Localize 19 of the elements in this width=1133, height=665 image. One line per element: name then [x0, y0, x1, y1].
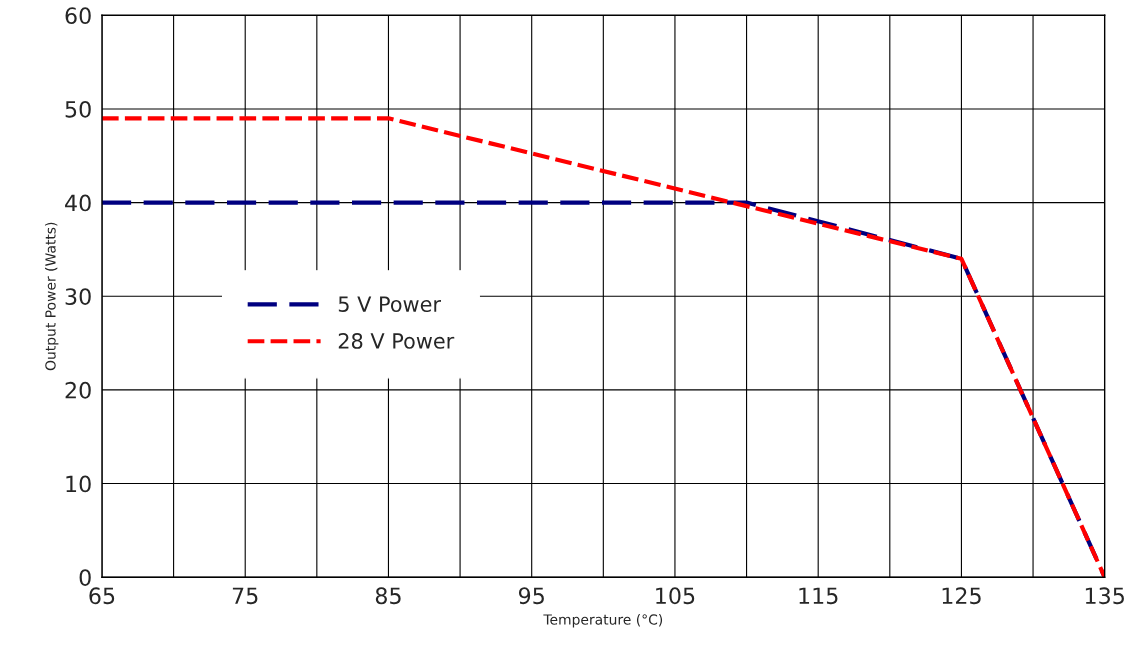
x-tick-label: 65 — [89, 587, 115, 605]
y-tick-label: 20 — [65, 381, 91, 399]
y-axis-title: Output Power (Watts) — [44, 222, 59, 371]
x-tick-label: 125 — [942, 587, 981, 605]
x-tick-label: 105 — [656, 587, 695, 605]
y-tick-label: 0 — [79, 569, 91, 586]
x-tick-label: 115 — [799, 587, 838, 605]
x-axis-title: Temperature (°C) — [543, 614, 663, 628]
x-tick-label: 85 — [375, 587, 401, 605]
x-tick-label: 95 — [518, 587, 544, 605]
y-tick-label: 60 — [65, 7, 91, 25]
y-tick-label: 40 — [65, 194, 91, 212]
x-tick-label: 135 — [1085, 587, 1124, 605]
x-tick-label: 75 — [232, 587, 258, 605]
legend-label: 5 V Power — [338, 296, 441, 312]
y-tick-label: 50 — [65, 100, 91, 118]
y-tick-label: 30 — [65, 288, 91, 306]
legend-label: 28 V Power — [338, 333, 455, 349]
y-tick-label: 10 — [66, 475, 91, 493]
